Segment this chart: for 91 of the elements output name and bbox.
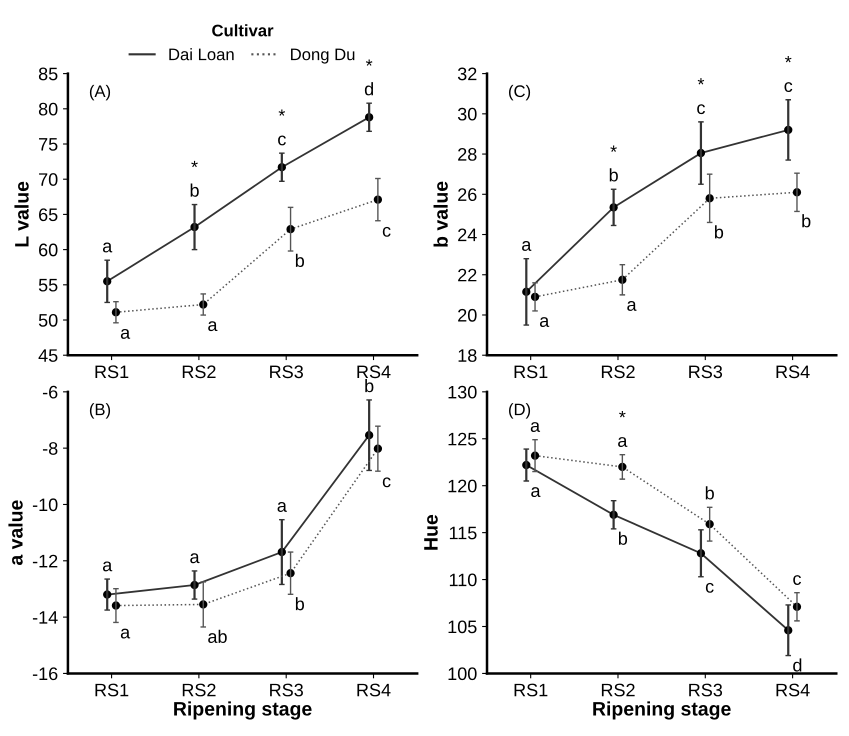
legend-title: Cultivar	[212, 24, 274, 36]
text: (D)	[509, 403, 530, 419]
y-tick-label: 20	[458, 308, 477, 322]
data-label: a	[522, 241, 532, 251]
y-tick-label: 125	[448, 432, 477, 446]
x-axis-title: Ripening stage	[593, 701, 731, 720]
data-label: a	[278, 502, 287, 512]
data-label: b	[714, 225, 724, 238]
data-label: c	[382, 226, 391, 237]
data-label: a	[102, 561, 112, 572]
y-tick-label: 80	[38, 102, 58, 116]
x-tick-label: RS1	[95, 684, 128, 696]
data-label: b	[618, 532, 628, 545]
data-label: * b	[610, 146, 618, 182]
y-tick-label: 120	[448, 480, 477, 492]
y-tick-label: -6	[42, 386, 58, 399]
x-axis-title: Ripening stage	[174, 701, 312, 720]
data-label: * a	[618, 411, 628, 447]
data-label: b	[296, 254, 304, 268]
y-tick-label: -12	[32, 554, 58, 568]
x-tick-label: RS1	[95, 365, 128, 378]
data-label: * c	[784, 56, 792, 92]
text: (B)	[90, 403, 110, 419]
x-tick-label: RS4	[776, 365, 810, 378]
data-label: b	[296, 597, 304, 610]
data-label: a	[627, 301, 637, 311]
data-label: a	[531, 487, 541, 498]
data-label: c	[793, 575, 802, 585]
legend-label: Dai Loan	[169, 48, 234, 60]
data-label: b	[365, 378, 374, 392]
y-tick-label: -16	[32, 667, 58, 680]
y-tick-label: 18	[458, 349, 477, 362]
data-label: a	[120, 328, 130, 339]
y-tick-label: 65	[39, 208, 58, 222]
data-label: b	[706, 486, 714, 500]
x-tick-label: RS2	[602, 684, 635, 696]
y-tick-label: 70	[39, 173, 58, 186]
data-label: a	[208, 321, 218, 332]
y-tick-label: 130	[448, 386, 477, 399]
data-label: a	[102, 242, 112, 252]
y-tick-label: 110	[450, 574, 477, 586]
x-tick-label: RS4	[357, 684, 391, 696]
legend-label: Dong Du	[291, 48, 354, 64]
data-label: a	[120, 628, 130, 639]
x-tick-label: RS1	[514, 684, 548, 696]
data-label: d	[793, 658, 802, 672]
data-label: a	[190, 553, 200, 564]
y-axis-title: b value	[434, 182, 448, 247]
data-label: * c	[278, 109, 286, 146]
data-label: * b	[190, 160, 199, 197]
data-label: * d	[364, 59, 374, 96]
y-axis-title: L value	[14, 182, 29, 246]
y-tick-label: 30	[458, 108, 477, 121]
y-tick-label: 105	[448, 620, 477, 634]
x-tick-label: RS3	[270, 684, 303, 696]
x-tick-label: RS2	[182, 684, 216, 696]
y-tick-label: 45	[38, 349, 58, 362]
data-label: b	[802, 214, 810, 228]
y-tick-label: 55	[38, 278, 58, 292]
y-tick-label: 100	[448, 667, 477, 680]
y-tick-label: 50	[38, 314, 58, 327]
x-tick-label: RS4	[357, 365, 391, 378]
y-axis-title: a value	[8, 500, 23, 566]
y-tick-label: -14	[32, 611, 58, 624]
x-tick-label: RS3	[689, 684, 722, 696]
x-tick-label: RS4	[776, 684, 810, 696]
data-label: c	[706, 582, 714, 593]
y-tick-label: -10	[32, 498, 58, 512]
y-tick-label: 85	[38, 68, 58, 80]
y-tick-label: 22	[458, 268, 476, 282]
text: (A)	[90, 84, 110, 100]
x-tick-label: RS2	[182, 365, 216, 378]
y-tick-label: 32	[458, 68, 476, 80]
y-tick-label: 24	[458, 228, 477, 242]
y-axis-title: Hue	[424, 514, 438, 550]
data-label: * c	[697, 78, 705, 114]
text: (C)	[509, 84, 530, 100]
y-tick-label: 75	[39, 138, 58, 151]
y-tick-label: 115	[450, 526, 477, 540]
x-tick-label: RS3	[270, 365, 303, 378]
data-label: c	[382, 477, 391, 488]
data-label: a	[540, 317, 550, 327]
x-tick-label: RS1	[514, 365, 548, 378]
y-tick-label: 26	[458, 188, 477, 202]
x-tick-label: RS3	[689, 365, 722, 378]
x-tick-label: RS2	[602, 365, 635, 378]
y-tick-label: 28	[458, 148, 477, 161]
data-label: a	[530, 422, 540, 432]
y-tick-label: 60	[39, 244, 58, 256]
y-tick-label: -8	[42, 442, 58, 455]
data-label: ab	[208, 630, 227, 644]
